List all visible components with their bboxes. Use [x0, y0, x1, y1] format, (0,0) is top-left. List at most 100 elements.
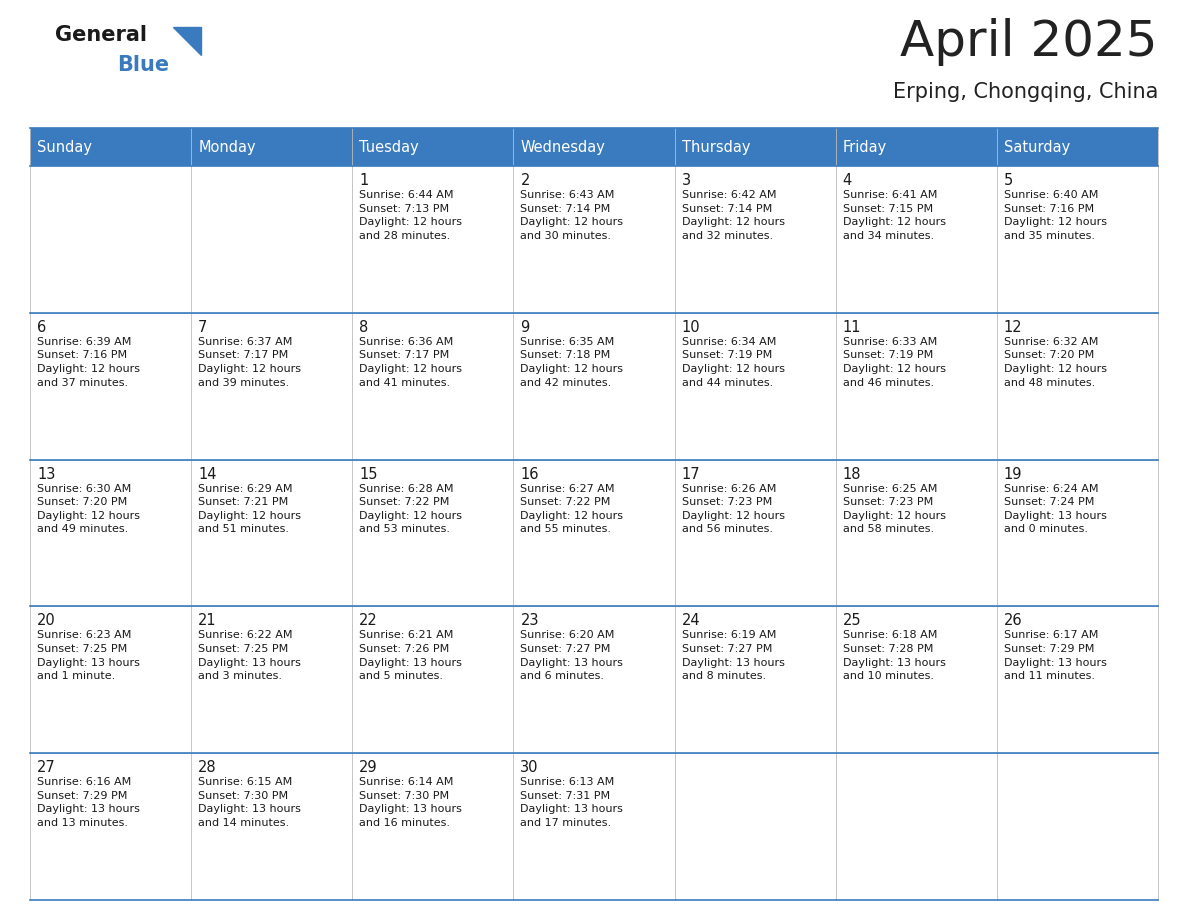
Text: Sunrise: 6:13 AM
Sunset: 7:31 PM
Daylight: 13 hours
and 17 minutes.: Sunrise: 6:13 AM Sunset: 7:31 PM Dayligh… — [520, 778, 624, 828]
Text: 12: 12 — [1004, 319, 1023, 335]
Text: Sunrise: 6:25 AM
Sunset: 7:23 PM
Daylight: 12 hours
and 58 minutes.: Sunrise: 6:25 AM Sunset: 7:23 PM Dayligh… — [842, 484, 946, 534]
Text: Sunrise: 6:28 AM
Sunset: 7:22 PM
Daylight: 12 hours
and 53 minutes.: Sunrise: 6:28 AM Sunset: 7:22 PM Dayligh… — [359, 484, 462, 534]
Bar — [353, 460, 513, 607]
Bar — [835, 313, 997, 460]
Text: 26: 26 — [1004, 613, 1023, 629]
Text: Sunrise: 6:44 AM
Sunset: 7:13 PM
Daylight: 12 hours
and 28 minutes.: Sunrise: 6:44 AM Sunset: 7:13 PM Dayligh… — [359, 190, 462, 241]
Text: 4: 4 — [842, 173, 852, 188]
Text: 14: 14 — [198, 466, 216, 482]
Bar — [675, 166, 835, 313]
Bar — [835, 607, 997, 753]
Text: Sunrise: 6:16 AM
Sunset: 7:29 PM
Daylight: 13 hours
and 13 minutes.: Sunrise: 6:16 AM Sunset: 7:29 PM Dayligh… — [37, 778, 140, 828]
Text: Saturday: Saturday — [1004, 140, 1070, 154]
Polygon shape — [173, 27, 201, 55]
Bar — [997, 166, 1158, 313]
Bar — [675, 607, 835, 753]
Bar — [30, 166, 191, 313]
Bar — [513, 607, 675, 753]
Text: 24: 24 — [682, 613, 700, 629]
Bar — [835, 166, 997, 313]
Text: Wednesday: Wednesday — [520, 140, 606, 154]
Bar — [191, 607, 353, 753]
Text: General: General — [55, 25, 147, 45]
Bar — [353, 607, 513, 753]
Text: 28: 28 — [198, 760, 216, 775]
Text: 18: 18 — [842, 466, 861, 482]
Bar — [30, 753, 191, 900]
Text: 9: 9 — [520, 319, 530, 335]
Text: Sunrise: 6:30 AM
Sunset: 7:20 PM
Daylight: 12 hours
and 49 minutes.: Sunrise: 6:30 AM Sunset: 7:20 PM Dayligh… — [37, 484, 140, 534]
Text: Sunday: Sunday — [37, 140, 91, 154]
Bar — [997, 460, 1158, 607]
Text: Sunrise: 6:26 AM
Sunset: 7:23 PM
Daylight: 12 hours
and 56 minutes.: Sunrise: 6:26 AM Sunset: 7:23 PM Dayligh… — [682, 484, 784, 534]
Text: Sunrise: 6:40 AM
Sunset: 7:16 PM
Daylight: 12 hours
and 35 minutes.: Sunrise: 6:40 AM Sunset: 7:16 PM Dayligh… — [1004, 190, 1107, 241]
Text: Sunrise: 6:23 AM
Sunset: 7:25 PM
Daylight: 13 hours
and 1 minute.: Sunrise: 6:23 AM Sunset: 7:25 PM Dayligh… — [37, 631, 140, 681]
Text: 7: 7 — [198, 319, 208, 335]
Bar — [513, 753, 675, 900]
Bar — [30, 607, 191, 753]
Text: 30: 30 — [520, 760, 539, 775]
Text: 5: 5 — [1004, 173, 1013, 188]
Text: Sunrise: 6:29 AM
Sunset: 7:21 PM
Daylight: 12 hours
and 51 minutes.: Sunrise: 6:29 AM Sunset: 7:21 PM Dayligh… — [198, 484, 301, 534]
Text: 27: 27 — [37, 760, 56, 775]
Text: Thursday: Thursday — [682, 140, 750, 154]
Bar — [513, 313, 675, 460]
Text: April 2025: April 2025 — [901, 18, 1158, 66]
Text: 16: 16 — [520, 466, 539, 482]
Bar — [513, 166, 675, 313]
Bar — [513, 460, 675, 607]
Text: Sunrise: 6:20 AM
Sunset: 7:27 PM
Daylight: 13 hours
and 6 minutes.: Sunrise: 6:20 AM Sunset: 7:27 PM Dayligh… — [520, 631, 624, 681]
Text: Sunrise: 6:42 AM
Sunset: 7:14 PM
Daylight: 12 hours
and 32 minutes.: Sunrise: 6:42 AM Sunset: 7:14 PM Dayligh… — [682, 190, 784, 241]
Bar — [353, 313, 513, 460]
Text: Sunrise: 6:22 AM
Sunset: 7:25 PM
Daylight: 13 hours
and 3 minutes.: Sunrise: 6:22 AM Sunset: 7:25 PM Dayligh… — [198, 631, 301, 681]
Text: 17: 17 — [682, 466, 700, 482]
Text: 23: 23 — [520, 613, 539, 629]
Text: 11: 11 — [842, 319, 861, 335]
Bar — [835, 460, 997, 607]
Bar — [353, 166, 513, 313]
Text: Friday: Friday — [842, 140, 887, 154]
Bar — [191, 460, 353, 607]
Text: Sunrise: 6:19 AM
Sunset: 7:27 PM
Daylight: 13 hours
and 8 minutes.: Sunrise: 6:19 AM Sunset: 7:27 PM Dayligh… — [682, 631, 784, 681]
Text: Sunrise: 6:17 AM
Sunset: 7:29 PM
Daylight: 13 hours
and 11 minutes.: Sunrise: 6:17 AM Sunset: 7:29 PM Dayligh… — [1004, 631, 1107, 681]
Bar — [30, 128, 1158, 166]
Text: Sunrise: 6:32 AM
Sunset: 7:20 PM
Daylight: 12 hours
and 48 minutes.: Sunrise: 6:32 AM Sunset: 7:20 PM Dayligh… — [1004, 337, 1107, 387]
Bar — [191, 753, 353, 900]
Text: Sunrise: 6:37 AM
Sunset: 7:17 PM
Daylight: 12 hours
and 39 minutes.: Sunrise: 6:37 AM Sunset: 7:17 PM Dayligh… — [198, 337, 301, 387]
Text: Monday: Monday — [198, 140, 255, 154]
Text: Sunrise: 6:24 AM
Sunset: 7:24 PM
Daylight: 13 hours
and 0 minutes.: Sunrise: 6:24 AM Sunset: 7:24 PM Dayligh… — [1004, 484, 1107, 534]
Text: Blue: Blue — [116, 55, 169, 75]
Text: 15: 15 — [359, 466, 378, 482]
Bar — [675, 753, 835, 900]
Text: Sunrise: 6:35 AM
Sunset: 7:18 PM
Daylight: 12 hours
and 42 minutes.: Sunrise: 6:35 AM Sunset: 7:18 PM Dayligh… — [520, 337, 624, 387]
Bar — [835, 753, 997, 900]
Text: 1: 1 — [359, 173, 368, 188]
Text: 21: 21 — [198, 613, 216, 629]
Bar — [30, 460, 191, 607]
Text: 10: 10 — [682, 319, 700, 335]
Bar — [30, 313, 191, 460]
Text: 3: 3 — [682, 173, 690, 188]
Text: Sunrise: 6:43 AM
Sunset: 7:14 PM
Daylight: 12 hours
and 30 minutes.: Sunrise: 6:43 AM Sunset: 7:14 PM Dayligh… — [520, 190, 624, 241]
Text: 25: 25 — [842, 613, 861, 629]
Text: 19: 19 — [1004, 466, 1023, 482]
Text: 29: 29 — [359, 760, 378, 775]
Text: Sunrise: 6:41 AM
Sunset: 7:15 PM
Daylight: 12 hours
and 34 minutes.: Sunrise: 6:41 AM Sunset: 7:15 PM Dayligh… — [842, 190, 946, 241]
Text: Sunrise: 6:21 AM
Sunset: 7:26 PM
Daylight: 13 hours
and 5 minutes.: Sunrise: 6:21 AM Sunset: 7:26 PM Dayligh… — [359, 631, 462, 681]
Bar — [191, 166, 353, 313]
Text: 20: 20 — [37, 613, 56, 629]
Text: 13: 13 — [37, 466, 56, 482]
Bar — [997, 753, 1158, 900]
Bar — [997, 313, 1158, 460]
Bar — [997, 607, 1158, 753]
Text: 8: 8 — [359, 319, 368, 335]
Text: Tuesday: Tuesday — [359, 140, 419, 154]
Text: 22: 22 — [359, 613, 378, 629]
Bar — [675, 313, 835, 460]
Bar — [191, 313, 353, 460]
Text: Sunrise: 6:27 AM
Sunset: 7:22 PM
Daylight: 12 hours
and 55 minutes.: Sunrise: 6:27 AM Sunset: 7:22 PM Dayligh… — [520, 484, 624, 534]
Text: 6: 6 — [37, 319, 46, 335]
Text: Sunrise: 6:34 AM
Sunset: 7:19 PM
Daylight: 12 hours
and 44 minutes.: Sunrise: 6:34 AM Sunset: 7:19 PM Dayligh… — [682, 337, 784, 387]
Text: Sunrise: 6:33 AM
Sunset: 7:19 PM
Daylight: 12 hours
and 46 minutes.: Sunrise: 6:33 AM Sunset: 7:19 PM Dayligh… — [842, 337, 946, 387]
Bar — [675, 460, 835, 607]
